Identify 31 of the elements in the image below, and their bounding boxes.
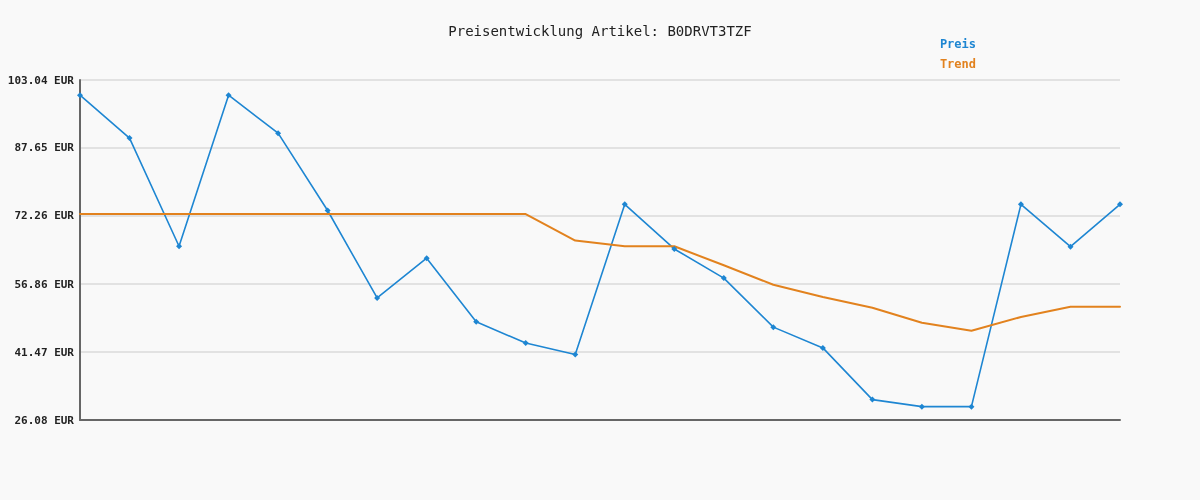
text: Trend	[939, 57, 976, 71]
point	[423, 255, 430, 262]
point	[621, 201, 628, 208]
point	[324, 207, 331, 214]
point	[77, 92, 83, 99]
y-tick-label: 41.47 EUR	[14, 345, 75, 359]
y-tick-label: 87.65 EUR	[14, 141, 75, 155]
point	[671, 245, 678, 252]
point	[572, 351, 579, 358]
y-tick-label: 56.86 EUR	[14, 277, 75, 291]
point	[720, 275, 727, 282]
point	[1067, 243, 1074, 250]
point	[968, 403, 975, 410]
point	[176, 243, 183, 250]
point	[770, 324, 777, 331]
point	[869, 396, 876, 403]
y-tick-label: 26.08 EUR	[14, 413, 75, 427]
y-tick-label: 72.26 EUR	[14, 209, 75, 223]
point	[522, 340, 529, 347]
y-tick-label: 103.04 EUR	[7, 73, 75, 87]
point	[1117, 201, 1123, 208]
point	[126, 135, 133, 142]
chart-title: Preisentwicklung Artikel: B0DRVT3TZF	[448, 23, 752, 39]
point	[819, 344, 826, 351]
point	[275, 130, 282, 137]
point	[473, 318, 480, 325]
point	[1017, 201, 1024, 208]
point	[374, 294, 381, 301]
point	[225, 92, 232, 99]
point	[918, 403, 925, 410]
text: Preis	[939, 37, 976, 51]
